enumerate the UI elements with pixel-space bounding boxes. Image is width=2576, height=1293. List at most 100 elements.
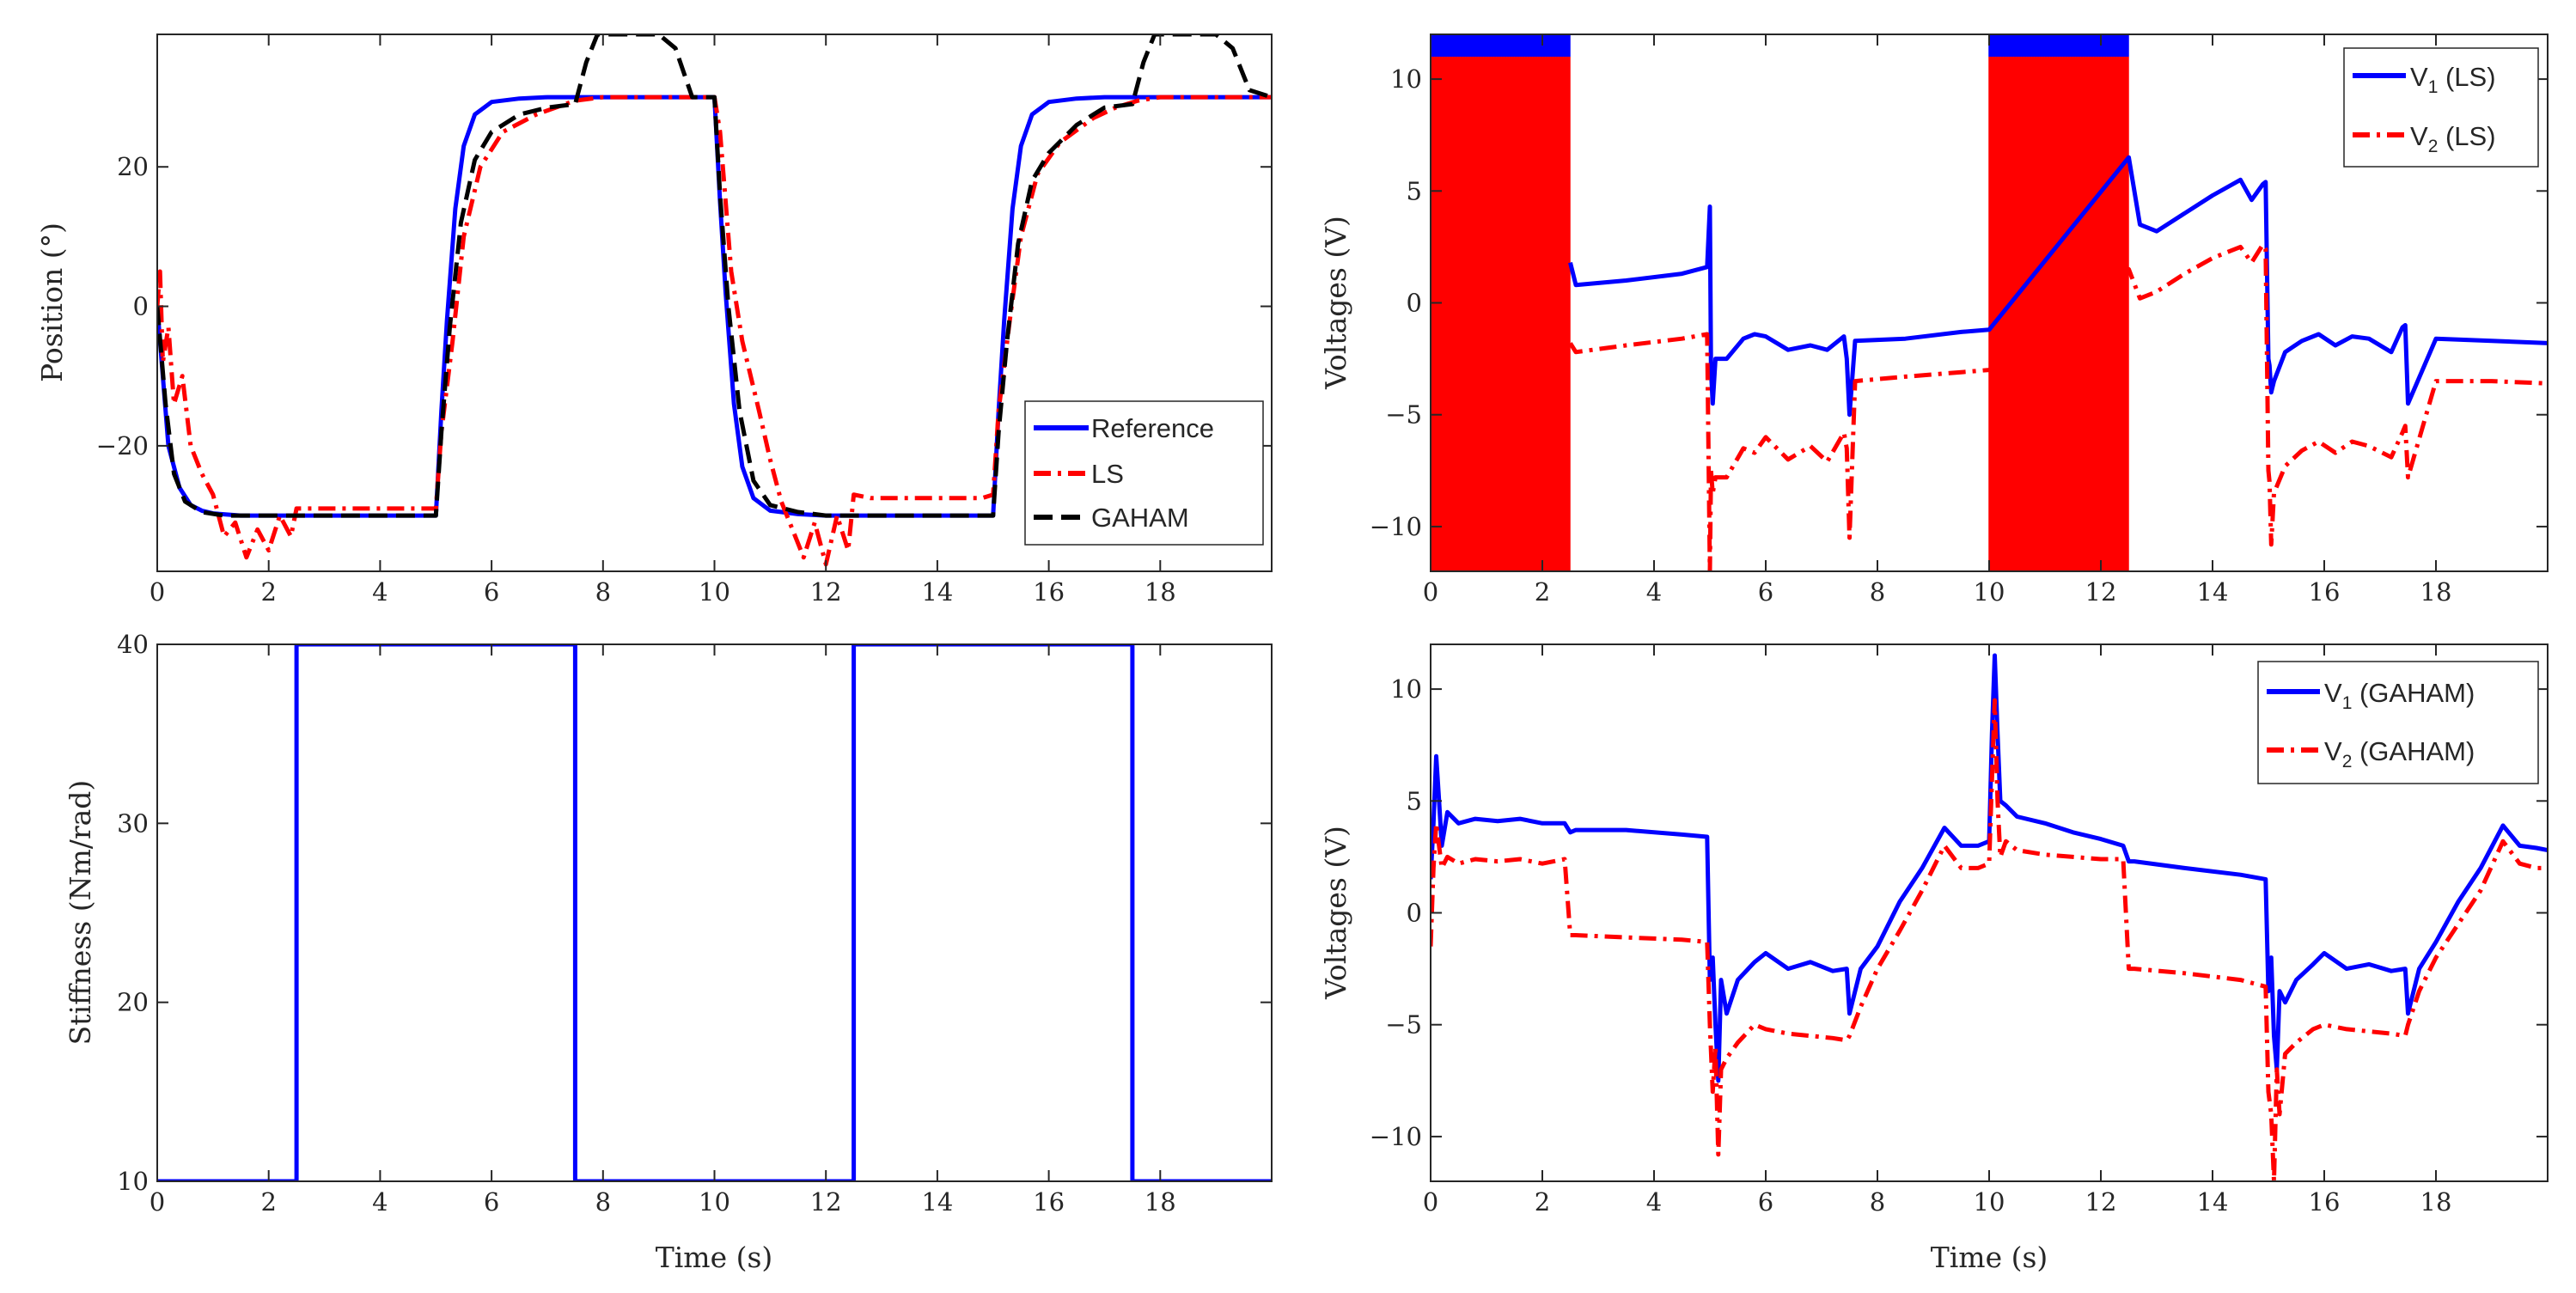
legend-v1-ls-rest: (LS) (2438, 62, 2495, 92)
legend-label-gaham: GAHAM (1091, 503, 1189, 533)
legend-label-ls: LS (1091, 459, 1124, 489)
x-tick-label: 4 (372, 577, 388, 607)
x-tick-label: 0 (150, 577, 165, 607)
x-tick-label: 16 (1033, 1187, 1065, 1217)
x-tick-label: 10 (699, 1187, 730, 1217)
x-tick-label: 14 (2197, 1187, 2229, 1217)
x-tick-label: 14 (921, 577, 953, 607)
series-line-position-1 (157, 95, 1272, 567)
y-axis-label-voltages-gaham: Voltages (V) (1319, 826, 1352, 1000)
y-axis-label-position: Position (°) (35, 223, 69, 382)
x-tick-label: 8 (595, 577, 611, 607)
legend-label-reference: Reference (1091, 413, 1214, 443)
chatter-texture (1988, 34, 2129, 58)
legend-v2-gaham-rest: (GAHAM) (2352, 736, 2475, 766)
x-tick-label: 6 (484, 1187, 499, 1217)
y-tick-label: 10 (1390, 64, 1422, 94)
y-tick-label: −5 (1385, 1010, 1422, 1040)
legend-box-voltages-gaham (2257, 661, 2539, 784)
legend-box-position (1024, 400, 1264, 546)
y-tick-label: 5 (1407, 786, 1422, 815)
series-line-voltages-ls-1 (1568, 242, 2548, 571)
y-axis-label-voltages-ls: Voltages (V) (1319, 216, 1352, 390)
y-tick-label: 20 (117, 152, 149, 181)
x-tick-label: 10 (1974, 1187, 2005, 1217)
x-ticks-voltages-ls: 0 2 4 6 8 10 12 14 16 18 (1423, 34, 2452, 607)
x-tick-label: 2 (260, 1187, 276, 1217)
chart-stiffness: 0 2 4 6 8 10 12 14 16 18 10 20 30 40 Stiffness (Nm/r… (64, 630, 1273, 1274)
x-tick-label: 2 (1535, 1187, 1550, 1217)
x-ticks-position: 0 2 4 6 8 10 12 14 16 18 (150, 34, 1176, 607)
legend-v1-gaham-rest: (GAHAM) (2352, 678, 2475, 708)
legend-position: Reference LS GAHAM (1024, 400, 1264, 546)
legend-v2-ls-rest: (LS) (2438, 121, 2495, 151)
x-tick-label: 16 (2309, 577, 2341, 607)
plot-area-stiffness (157, 644, 1272, 1181)
chatter-band-voltages-ls-s0-i0 (1431, 34, 1571, 58)
x-tick-label: 10 (1974, 577, 2005, 607)
y-tick-label: −5 (1385, 400, 1422, 430)
y-ticks-position: −20 0 20 (96, 152, 1272, 460)
x-tick-label: 12 (810, 1187, 842, 1217)
y-tick-label: 10 (1390, 674, 1422, 704)
y-axis-label-stiffness: Stiffness (Nm/rad) (64, 780, 97, 1046)
legend-v2-ls-main: V (2410, 121, 2428, 151)
series-line-stiffness-0 (157, 644, 1272, 1181)
x-ticks-voltages-gaham: 0 2 4 6 8 10 12 14 16 18 (1423, 644, 2451, 1217)
x-tick-label: 0 (150, 1187, 165, 1217)
series-layer-stiffness (157, 644, 1272, 1181)
series-layer-voltages-gaham (1431, 653, 2548, 1181)
x-tick-label: 6 (1758, 577, 1773, 607)
chatter-band-voltages-ls-s0-i1 (1988, 34, 2129, 58)
y-tick-label: −10 (1370, 1122, 1422, 1151)
legend-v1-ls-main: V (2410, 62, 2428, 92)
x-tick-label: 4 (1646, 577, 1662, 607)
x-tick-label: 0 (1423, 1187, 1438, 1217)
series-line-voltages-gaham-1 (1431, 698, 2548, 1181)
legend-v1-ls-sub: 1 (2428, 77, 2439, 97)
x-tick-label: 18 (1145, 1187, 1176, 1217)
y-ticks-voltages-gaham: −10 −5 0 5 10 (1370, 674, 2548, 1151)
series-line-position-2 (157, 34, 1272, 518)
x-tick-label: 14 (921, 1187, 953, 1217)
legend-box-voltages-ls (2343, 47, 2539, 168)
x-tick-label: 12 (810, 577, 842, 607)
y-tick-label: 0 (133, 292, 149, 321)
legend-v1-gaham-sub: 1 (2342, 693, 2353, 713)
x-axis-label-voltages-gaham: Time (s) (1931, 1241, 2048, 1274)
y-tick-label: −20 (96, 431, 149, 460)
y-tick-label: −10 (1370, 512, 1422, 541)
chatter-band-voltages-ls-s1-i1 (1988, 57, 2129, 571)
y-tick-label: 0 (1407, 289, 1422, 318)
x-ticks-stiffness: 0 2 4 6 8 10 12 14 16 18 (150, 644, 1176, 1217)
x-tick-label: 10 (699, 577, 730, 607)
legend-voltages-ls: V1 (LS) V2 (LS) (2343, 47, 2539, 168)
series-line-voltages-ls-0 (1568, 155, 2548, 418)
x-tick-label: 18 (1145, 577, 1176, 607)
x-tick-label: 12 (2085, 1187, 2117, 1217)
x-tick-label: 4 (372, 1187, 388, 1217)
x-tick-label: 8 (595, 1187, 611, 1217)
y-tick-label: 40 (117, 630, 149, 659)
x-tick-label: 6 (1758, 1187, 1773, 1217)
legend-v2-gaham-sub: 2 (2342, 752, 2353, 772)
x-tick-label: 16 (1033, 577, 1065, 607)
y-tick-label: 0 (1407, 899, 1422, 928)
x-tick-label: 0 (1423, 577, 1438, 607)
x-tick-label: 12 (2085, 577, 2117, 607)
chatter-texture (1431, 34, 1571, 58)
legend-v1-gaham-main: V (2324, 678, 2342, 708)
x-tick-label: 8 (1870, 577, 1885, 607)
legend-voltages-gaham: V1 (GAHAM) V2 (GAHAM) (2257, 661, 2539, 784)
legend-label-v2-gaham: V2 (GAHAM) (2324, 736, 2475, 772)
chatter-band-voltages-ls-s1-i0 (1431, 57, 1571, 571)
y-ticks-voltages-ls: −10 −5 0 5 10 (1370, 64, 2548, 541)
chatter-texture (1431, 57, 1571, 571)
x-tick-label: 8 (1870, 1187, 1885, 1217)
y-tick-label: 30 (117, 808, 149, 838)
x-tick-label: 18 (2420, 577, 2452, 607)
legend-label-v1-gaham: V1 (GAHAM) (2324, 678, 2475, 713)
x-tick-label: 16 (2309, 1187, 2341, 1217)
